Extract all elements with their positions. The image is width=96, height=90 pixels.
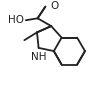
Text: HO: HO bbox=[8, 15, 24, 25]
Text: O: O bbox=[50, 1, 58, 11]
Text: NH: NH bbox=[31, 52, 46, 62]
